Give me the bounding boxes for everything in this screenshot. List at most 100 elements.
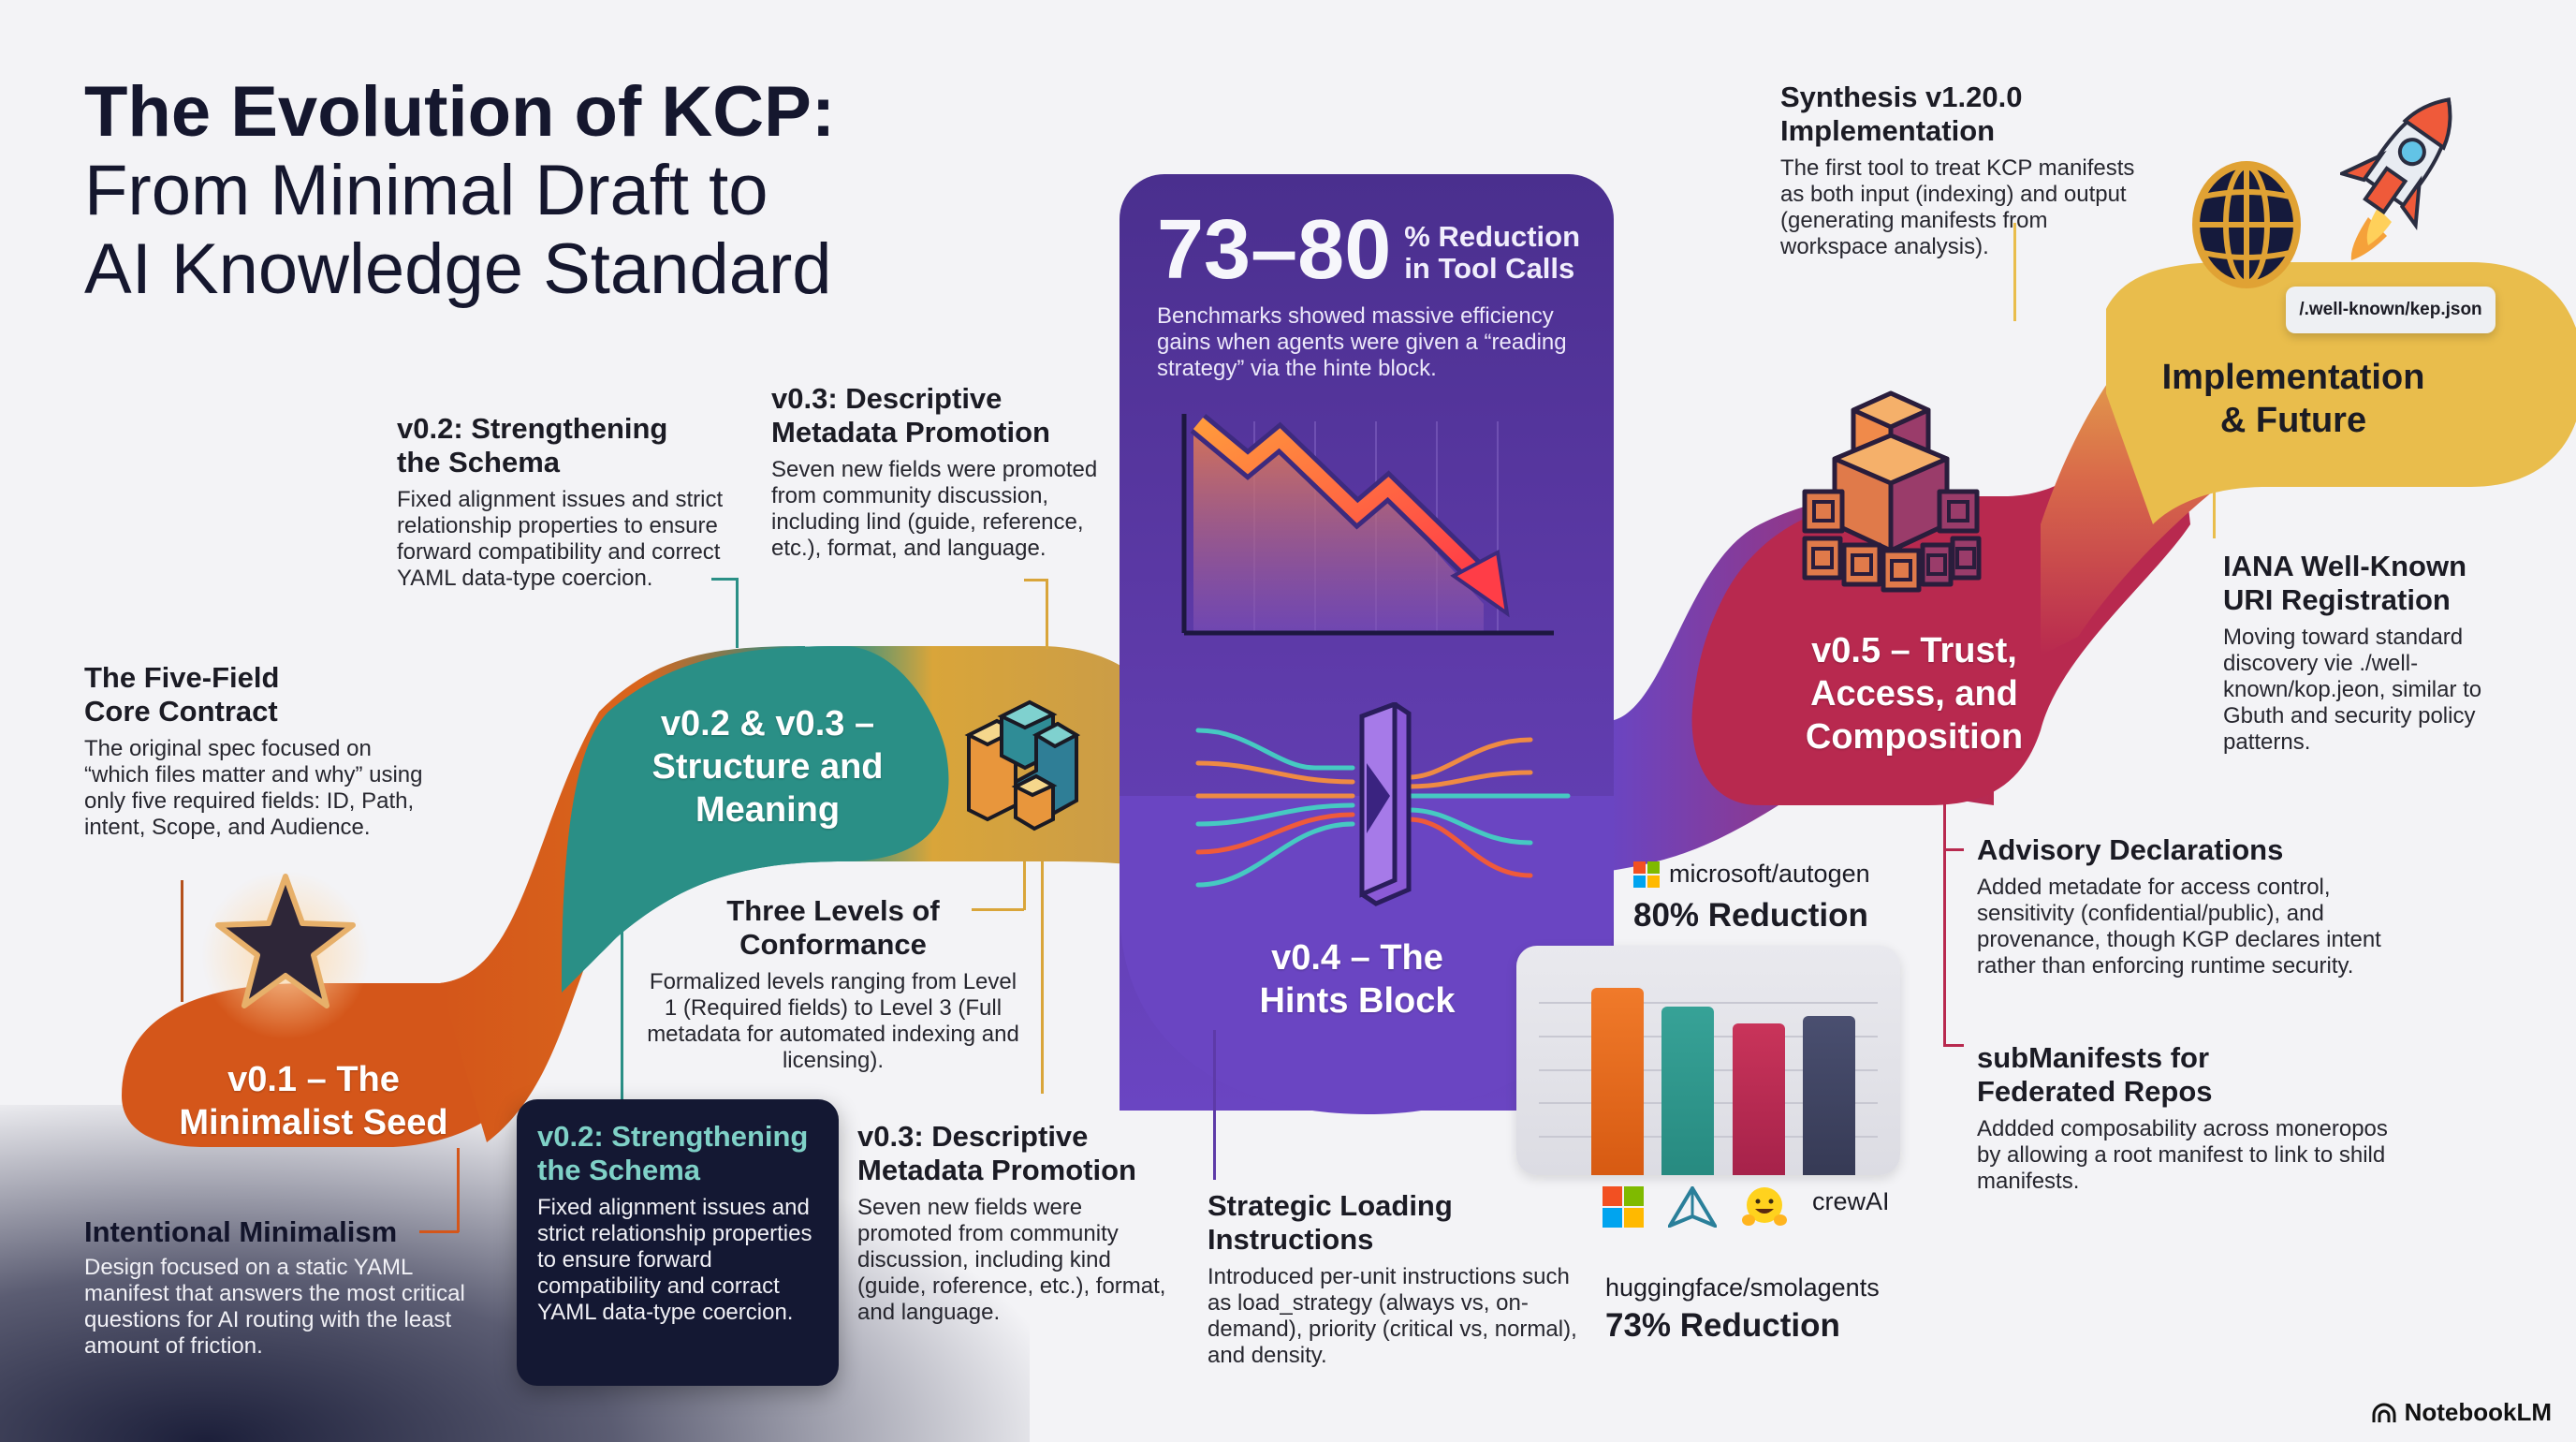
title-line-1: The Evolution of KCP: xyxy=(84,72,836,152)
connector-line xyxy=(1041,861,1044,1094)
stage-label-line: Implementation xyxy=(2161,358,2425,397)
benchmark-top-label: microsoft/autogen xyxy=(1633,860,1870,889)
callout-heading: Metadata Promotion xyxy=(771,416,1050,449)
cube-cluster-icon xyxy=(1802,390,1982,593)
stage-label-line: Composition xyxy=(1805,717,2024,757)
card-heading: the Schema xyxy=(537,1154,701,1186)
stage-future-label: Implementation & Future xyxy=(2125,356,2462,442)
connector-line xyxy=(711,578,738,581)
callout-body: Seven new fields were promoted from comm… xyxy=(857,1195,1166,1325)
benchmark-bar-chart xyxy=(1516,946,1900,1175)
gateway-icon xyxy=(1195,702,1571,906)
huggingface-logo-icon xyxy=(1742,1187,1787,1226)
callout-heading: Three Levels of xyxy=(726,894,940,927)
callout-body: Moving toward standard discovery vie ./w… xyxy=(2223,625,2482,755)
callout-advisory-declarations: Advisory Declarations Added metadate for… xyxy=(1977,833,2389,979)
brand-name: NotebookLM xyxy=(2404,1398,2552,1426)
stat-block: 73–80 % Reduction in Tool Calls Benchmar… xyxy=(1157,203,1597,382)
callout-body: Seven new fields were promoted from comm… xyxy=(771,457,1098,561)
microsoft-logo-icon xyxy=(1603,1186,1644,1228)
callout-heading: Conformance xyxy=(739,928,927,961)
stat-big-number: 73–80 xyxy=(1157,203,1392,297)
callout-heading: URI Registration xyxy=(2223,583,2451,616)
crewai-logo-text: crewAI xyxy=(1812,1186,1890,1215)
callout-heading: Synthesis v1.20.0 xyxy=(1780,81,2023,113)
connector-line xyxy=(1943,801,1946,1046)
card-heading: v0.2: Strengthening xyxy=(537,1120,809,1153)
callout-body: Design focused on a static YAML manifest… xyxy=(84,1255,465,1359)
connector-line xyxy=(419,1230,459,1233)
well-known-uri-tag: /.well-known/kep.json xyxy=(2286,287,2496,333)
stage-label-line: & Future xyxy=(2219,401,2367,440)
callout-body: Formalized levels ranging from Level 1 (… xyxy=(647,969,1019,1073)
connector-line xyxy=(1943,1044,1964,1047)
connector-line xyxy=(2013,223,2016,321)
connector-line xyxy=(736,578,739,648)
blocks-icon xyxy=(964,699,1081,831)
globe-icon xyxy=(2192,161,2301,288)
callout-heading: v0.3: Descriptive xyxy=(857,1120,1089,1153)
stat-body: Benchmarks showed massive efficiency gai… xyxy=(1157,303,1567,381)
connector-line xyxy=(181,880,183,1002)
connector-line xyxy=(1046,579,1048,649)
callout-v03-metadata: v0.3: Descriptive Metadata Promotion Sev… xyxy=(771,382,1108,562)
benchmark-bottom-value: 73% Reduction xyxy=(1605,1307,1840,1344)
callout-five-field: The Five-Field Core Contract The origina… xyxy=(84,661,440,841)
callout-strategic-loading: Strategic Loading Instructions Introduce… xyxy=(1208,1189,1582,1369)
callout-heading: Strategic Loading xyxy=(1208,1189,1453,1222)
callout-heading: v0.2: Strengthening xyxy=(397,412,668,445)
stage-label-line: Structure and xyxy=(651,747,884,787)
callout-synthesis: Synthesis v1.20.0 Implementation The fir… xyxy=(1780,81,2155,260)
notebooklm-logo-icon xyxy=(2372,1403,2396,1422)
benchmark-name: microsoft/autogen xyxy=(1669,860,1870,888)
callout-submanifests: subManifests for Federated Repos Addded … xyxy=(1977,1041,2389,1195)
bottom-left-shadow xyxy=(0,1105,1030,1442)
stage-label-line: Meaning xyxy=(695,790,841,830)
bar-autogen xyxy=(1661,1007,1714,1175)
benchmark-bottom-label: huggingface/smolagents xyxy=(1605,1273,1880,1302)
bar-huggingface-smolagents xyxy=(1733,1023,1785,1175)
benchmark-top-value: 80% Reduction xyxy=(1633,897,1868,934)
callout-heading: Metadata Promotion xyxy=(857,1154,1136,1186)
stage-v05-label: v0.5 – Trust, Access, and Composition xyxy=(1760,629,2069,758)
notebooklm-branding: NotebookLM xyxy=(2371,1398,2552,1427)
connector-line xyxy=(1213,1030,1216,1180)
connector-line xyxy=(1024,579,1046,581)
callout-body: Fixed alignment issues and strict relati… xyxy=(397,487,724,591)
star-icon xyxy=(215,874,356,1008)
downtrend-chart xyxy=(1181,413,1554,636)
callout-body: Introduced per-unit instructions such as… xyxy=(1208,1264,1577,1368)
connector-line xyxy=(2213,487,2216,538)
rocket-icon xyxy=(2340,97,2452,260)
callout-body: Addded composability across moneropos by… xyxy=(1977,1116,2388,1194)
title-line-2: From Minimal Draft to xyxy=(84,151,768,230)
stat-unit: % Reduction xyxy=(1404,220,1581,253)
callout-heading: Instructions xyxy=(1208,1223,1374,1256)
callout-body: The first tool to treat KCP manifests as… xyxy=(1780,155,2135,259)
callout-three-levels: Three Levels of Conformance Formalized l… xyxy=(646,894,1020,1074)
stage-label-line: v0.4 – The xyxy=(1271,938,1443,978)
connector-line xyxy=(972,908,1024,911)
callout-heading: Federated Repos xyxy=(1977,1075,2213,1108)
stage-label-line: v0.2 & v0.3 – xyxy=(660,704,875,743)
connector-line xyxy=(1023,861,1026,910)
callout-heading: IANA Well-Known xyxy=(2223,550,2467,582)
callout-heading: Intentional Minimalism xyxy=(84,1215,398,1248)
stage-v0203-label: v0.2 & v0.3 – Structure and Meaning xyxy=(618,702,917,831)
callout-intentional-minimalism: Intentional Minimalism Design focused on… xyxy=(84,1215,477,1360)
callout-heading: v0.3: Descriptive xyxy=(771,382,1003,415)
callout-iana: IANA Well-Known URI Registration Moving … xyxy=(2223,550,2523,756)
callout-heading: Implementation xyxy=(1780,114,1996,147)
stage-label-line: Access, and xyxy=(1810,674,2018,714)
benchmark-logo-row: crewAI xyxy=(1603,1184,1890,1229)
title-line-3: AI Knowledge Standard xyxy=(84,229,832,309)
callout-heading: The Five-Field xyxy=(84,661,280,694)
stage-v04-label: v0.4 – The Hints Block xyxy=(1217,936,1498,1023)
autogen-logo-icon xyxy=(1668,1186,1717,1228)
callout-body: The original spec focused on “which file… xyxy=(84,736,423,840)
connector-line xyxy=(621,871,623,1105)
v02-schema-card: v0.2: Strengthening the Schema Fixed ali… xyxy=(517,1099,839,1386)
connector-line xyxy=(1943,848,1964,851)
stage-label-line: v0.1 – The xyxy=(227,1060,400,1099)
card-body: Fixed alignment issues and strict relati… xyxy=(537,1195,812,1325)
